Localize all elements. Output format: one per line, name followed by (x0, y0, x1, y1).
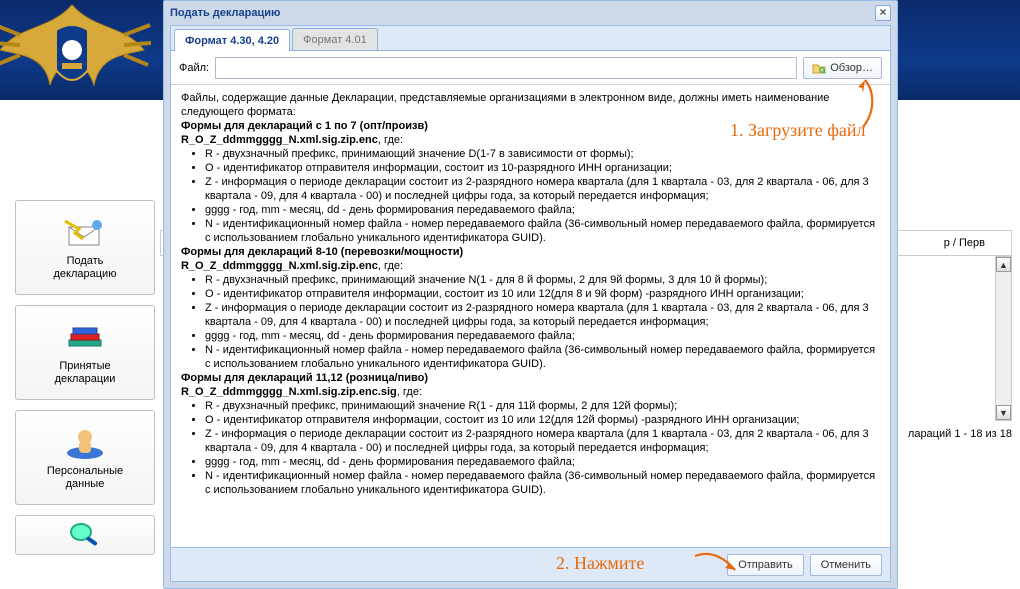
emblem-icon (0, 0, 155, 125)
cancel-button[interactable]: Отменить (810, 554, 882, 576)
submit-icon (61, 215, 109, 251)
dialog-title: Подать декларацию (170, 7, 280, 19)
books-icon (61, 320, 109, 356)
dialog-footer: Отправить Отменить (171, 547, 890, 581)
browse-button[interactable]: Обзор… (803, 57, 882, 79)
help-text: Файлы, содержащие данные Декларации, пре… (171, 85, 890, 547)
scroll-up-icon[interactable]: ▲ (996, 257, 1011, 272)
tab-format-401[interactable]: Формат 4.01 (292, 28, 378, 50)
dialog-body: Формат 4.30, 4.20 Формат 4.01 Файл: Обзо… (170, 25, 891, 582)
scroll-down-icon[interactable]: ▼ (996, 405, 1011, 420)
file-input[interactable] (215, 57, 797, 79)
close-icon[interactable]: × (875, 5, 891, 21)
tabstrip: Формат 4.30, 4.20 Формат 4.01 (171, 26, 890, 51)
search-icon (61, 517, 109, 553)
file-label: Файл: (179, 62, 209, 74)
sidebar-item-label: Принятые декларации (55, 360, 116, 386)
dialog-titlebar: Подать декларацию × (164, 1, 897, 25)
sidebar: Подать декларацию Принятые декларации Пе… (15, 200, 155, 565)
sidebar-item-search[interactable] (15, 515, 155, 555)
scrollbar[interactable]: ▲ ▼ (995, 256, 1012, 421)
submit-button[interactable]: Отправить (727, 554, 804, 576)
tab-format-430[interactable]: Формат 4.30, 4.20 (174, 29, 290, 51)
sidebar-item-accepted[interactable]: Принятые декларации (15, 305, 155, 400)
folder-icon (812, 61, 826, 75)
sidebar-item-personal[interactable]: Персональные данные (15, 410, 155, 505)
sidebar-item-label: Персональные данные (47, 465, 123, 491)
sidebar-item-label: Подать декларацию (54, 255, 117, 281)
pager-text: лараций 1 - 18 из 18 (908, 428, 1012, 440)
person-icon (61, 425, 109, 461)
file-row: Файл: Обзор… (171, 51, 890, 85)
submit-declaration-dialog: Подать декларацию × Формат 4.30, 4.20 Фо… (163, 0, 898, 589)
sidebar-item-submit[interactable]: Подать декларацию (15, 200, 155, 295)
grid-column: р / Перв (944, 237, 985, 249)
